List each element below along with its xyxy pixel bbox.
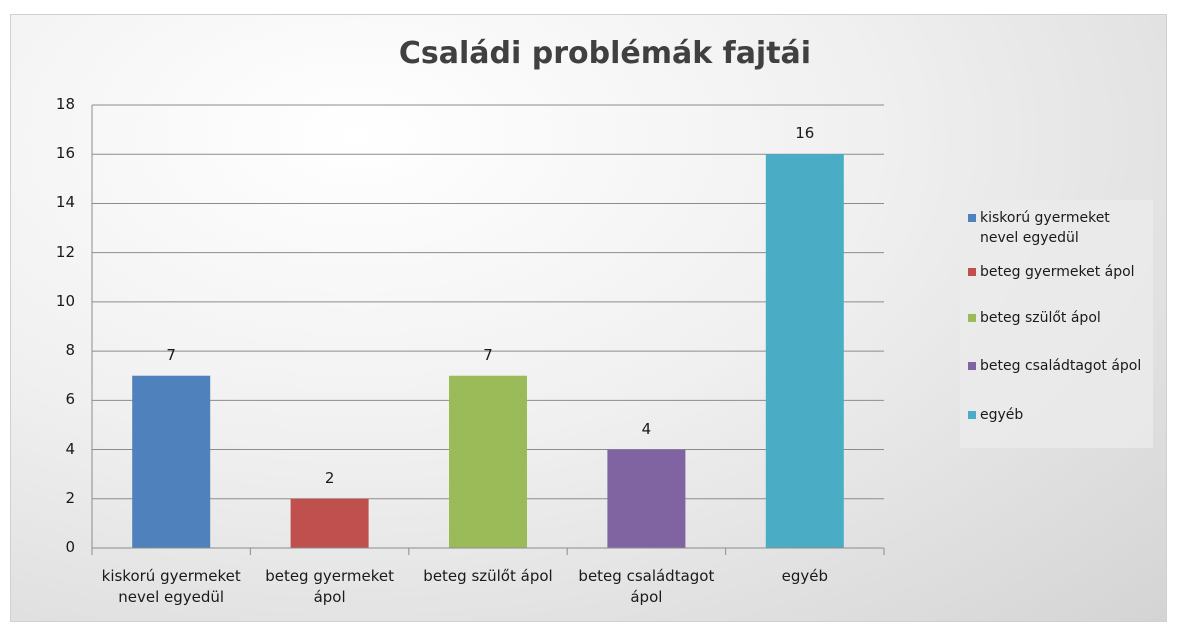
x-tick-label: beteg gyermeket ápol (265, 567, 394, 606)
x-tick-label: egyéb (781, 567, 828, 585)
data-label: 2 (324, 468, 335, 487)
legend-label: kiskorú gyermeket nevel egyedül (980, 210, 1110, 246)
y-tick-label: 6 (65, 390, 75, 409)
y-tick-label: 8 (65, 341, 75, 360)
legend-label: egyéb (980, 407, 1024, 423)
legend-swatch (968, 214, 976, 222)
chart-title: Családi problémák fajtái (398, 36, 812, 71)
bar (132, 375, 211, 548)
legend-label: beteg szülőt ápol (980, 310, 1101, 326)
legend-swatch (968, 362, 976, 370)
legend: kiskorú gyermeket nevel egyedül beteg gye… (960, 200, 1153, 448)
legend-label: beteg családtagot ápol (980, 358, 1142, 374)
y-tick-label: 16 (55, 144, 75, 163)
bar (449, 375, 527, 548)
y-tick-label: 18 (55, 95, 75, 113)
legend-label: beteg gyermeket ápol (980, 264, 1135, 280)
x-tick-label: beteg szülőt ápol (423, 567, 553, 585)
bar (607, 449, 686, 548)
x-tick-label: kiskorú gyermeket nevel egyedül (101, 567, 241, 606)
data-label: 7 (483, 345, 493, 364)
bar (765, 154, 844, 548)
legend-swatch (968, 268, 976, 276)
data-label: 16 (795, 124, 815, 143)
data-label: 7 (166, 345, 176, 364)
data-label: 4 (641, 419, 652, 438)
y-tick-label: 10 (55, 291, 75, 310)
x-tick-label: beteg családtagot ápol (578, 567, 715, 606)
y-tick-label: 14 (55, 193, 75, 212)
legend-swatch (968, 411, 976, 419)
y-tick-label: 0 (65, 538, 75, 556)
legend-swatch (968, 314, 976, 322)
bar (290, 498, 369, 548)
y-tick-label: 12 (55, 242, 75, 261)
y-tick-label: 4 (65, 439, 75, 458)
y-tick-label: 2 (65, 488, 75, 507)
